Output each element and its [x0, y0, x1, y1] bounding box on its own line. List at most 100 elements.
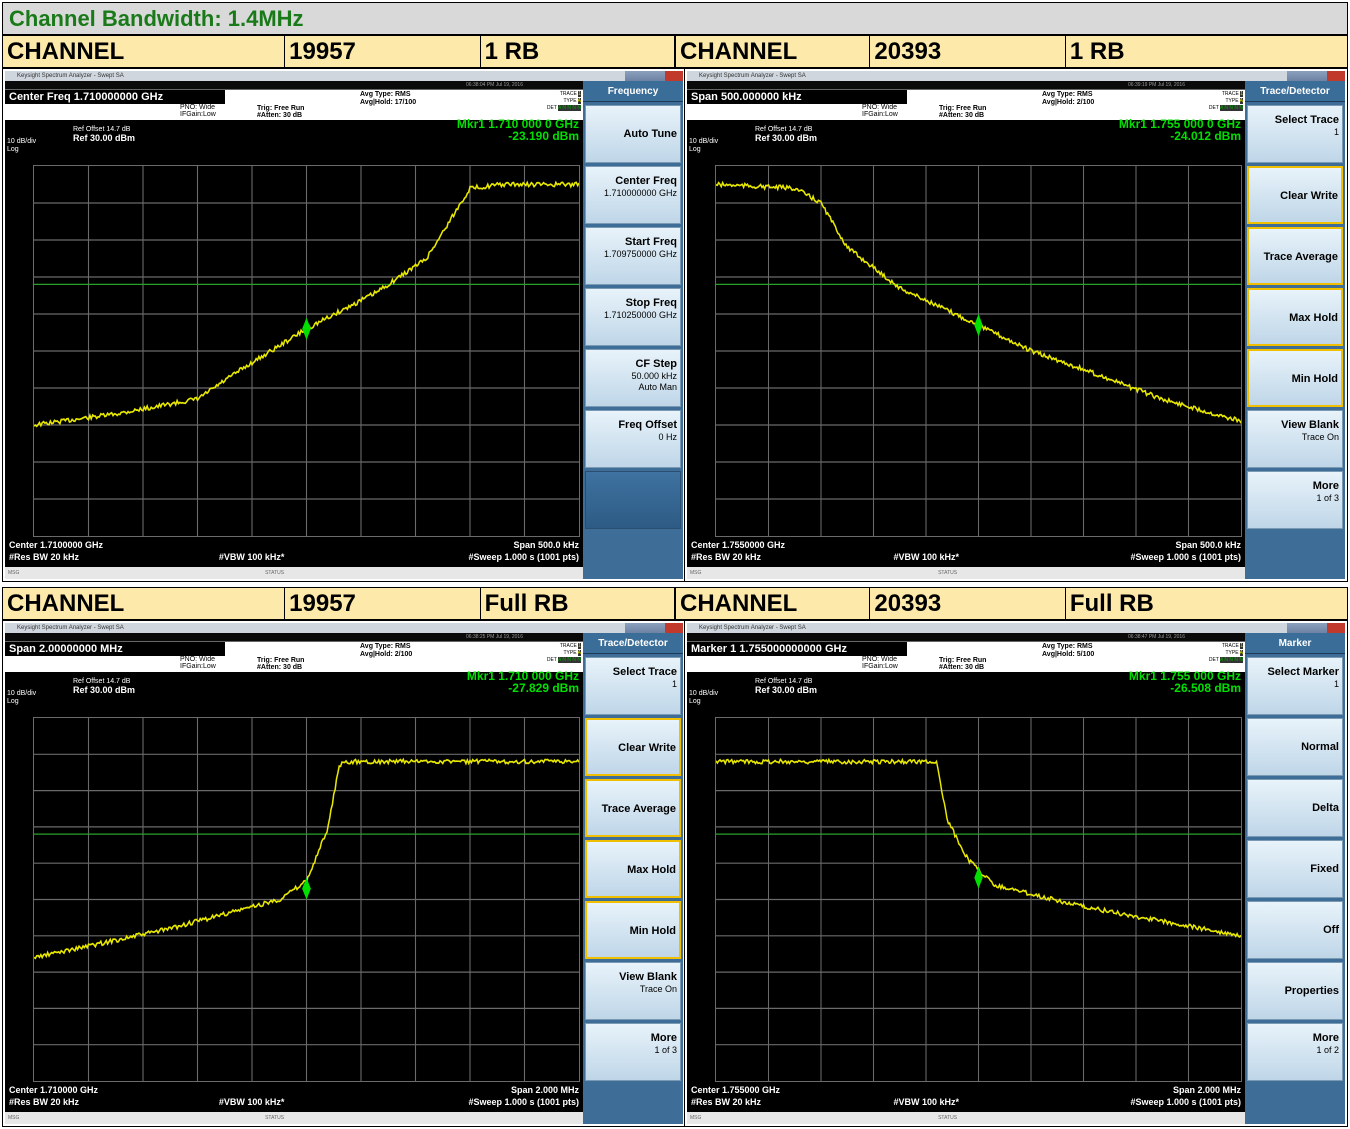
marker-diamond-icon[interactable] [302, 877, 311, 900]
softkey-min-hold[interactable]: Min Hold [1247, 349, 1343, 407]
screen-cell-4: Keysight Spectrum Analyzer - Swept SA 06:… [684, 620, 1348, 1127]
close-icon[interactable] [1327, 71, 1345, 81]
softkey-center-freq[interactable]: Center Freq 1.710000000 GHz [585, 166, 681, 224]
main-parameter[interactable]: Center Freq 1.710000000 GHz [5, 90, 225, 104]
channel-label: CHANNEL [676, 36, 871, 67]
trace-indicator: TRACE 1 TYPE A DET A N N N N [546, 643, 581, 663]
graticule [715, 717, 1242, 1082]
msg-label: MSG [8, 1115, 20, 1121]
softkey-max-hold[interactable]: Max Hold [585, 840, 681, 898]
scale-label: 10 dB/div [689, 138, 719, 145]
softkey-min-hold[interactable]: Min Hold [585, 901, 681, 959]
spectrum-trace-plot [716, 718, 1241, 1081]
softkey-label: Max Hold [1289, 312, 1338, 324]
softkey-view-blank[interactable]: View Blank Trace On [1247, 410, 1343, 468]
pno-label: PNO: Wide [862, 104, 898, 111]
softkey-panel-title: Trace/Detector [1245, 81, 1345, 102]
rb-label: Full RB [484, 590, 569, 617]
span-label: Span 2.000 MHz [1172, 1085, 1241, 1095]
softkey-delta[interactable]: Delta [1247, 779, 1343, 837]
settings-info-box: Span 500.000000 kHz PNO: Wide IFGain:Low Tr… [687, 90, 1245, 120]
trigger-label: Trig: Free Run [257, 105, 305, 112]
softkey-value: 1 [1333, 127, 1339, 137]
close-icon[interactable] [1327, 623, 1345, 633]
window-controls[interactable] [625, 71, 683, 81]
marker-frequency: Mkr1 1.755 000 GHz [1128, 669, 1241, 683]
res-bw-label: #Res BW 20 kHz [9, 552, 80, 562]
softkey-more[interactable]: More 1 of 2 [1247, 1023, 1343, 1081]
span-label: Span 500.0 kHz [513, 540, 579, 550]
softkey-panel: Marker Select Marker 1 Normal Delta Fixed Off P… [1245, 633, 1345, 1124]
softkey-empty [585, 471, 681, 529]
main-parameter[interactable]: Span 500.000000 kHz [687, 90, 907, 104]
softkey-label: Select Trace [612, 666, 677, 678]
softkey-clear-write[interactable]: Clear Write [585, 718, 681, 776]
softkey-trace-average[interactable]: Trace Average [1247, 227, 1343, 285]
main-parameter[interactable]: Marker 1 1.755000000000 GHz [687, 642, 907, 656]
channel-number: 20393 [870, 36, 1066, 67]
window-controls[interactable] [625, 623, 683, 633]
softkey-value: Trace On [639, 984, 677, 994]
ifgain-label: IFGain:Low [862, 663, 898, 670]
softkey-label: Normal [1301, 741, 1339, 753]
center-frequency: Center 1.7550000 GHz [691, 540, 786, 550]
ref-level: Ref 30.00 dBm [73, 133, 136, 143]
softkey-panel: Frequency Auto Tune Center Freq 1.710000000… [583, 81, 683, 579]
rb-label: 1 RB [484, 38, 540, 65]
softkey-clear-write[interactable]: Clear Write [1247, 166, 1343, 224]
softkey-label: Properties [1284, 985, 1339, 997]
scale-type: Log [7, 146, 19, 153]
softkey-cf-step[interactable]: CF Step 50.000 kHz Auto Man [585, 349, 681, 407]
softkey-select-marker[interactable]: Select Marker 1 [1247, 657, 1343, 715]
softkey-view-blank[interactable]: View Blank Trace On [585, 962, 681, 1020]
marker-frequency: Mkr1 1.710 000 GHz [466, 669, 579, 683]
app-title: Keysight Spectrum Analyzer - Swept SA [699, 625, 806, 631]
alignment-status-row: 06:38:47 PM Jul 19, 2016 [687, 633, 1245, 642]
header-row-fullrb-left: CHANNEL 19957 Full RB [2, 587, 675, 620]
app-title-bar: Keysight Spectrum Analyzer - Swept SA [5, 623, 683, 633]
window-controls[interactable] [1287, 71, 1345, 81]
settings-info-box: Span 2.00000000 MHz PNO: Wide IFGain:Low Tr… [5, 642, 583, 672]
close-icon[interactable] [665, 623, 683, 633]
softkey-off[interactable]: Off [1247, 901, 1343, 959]
softkey-select-trace[interactable]: Select Trace 1 [585, 657, 681, 715]
softkey-freq-offset[interactable]: Freq Offset 0 Hz [585, 410, 681, 468]
close-icon[interactable] [665, 71, 683, 81]
softkey-more[interactable]: More 1 of 3 [1247, 471, 1343, 529]
avg-hold-label: Avg|Hold: 2/100 [360, 651, 413, 658]
softkey-properties[interactable]: Properties [1247, 962, 1343, 1020]
app-title-bar: Keysight Spectrum Analyzer - Swept SA [687, 71, 1345, 81]
softkey-stop-freq[interactable]: Stop Freq 1.710250000 GHz [585, 288, 681, 346]
softkey-fixed[interactable]: Fixed [1247, 840, 1343, 898]
marker-diamond-icon[interactable] [974, 866, 983, 889]
softkey-label: Center Freq [615, 175, 677, 187]
softkey-label: Off [1323, 924, 1339, 936]
trigger-label: Trig: Free Run [939, 105, 987, 112]
pno-label: PNO: Wide [180, 104, 216, 111]
softkey-value-mode: Auto Man [638, 382, 677, 392]
channel-number: 19957 [285, 588, 481, 619]
softkey-start-freq[interactable]: Start Freq 1.709750000 GHz [585, 227, 681, 285]
header-row-1rb-right: CHANNEL 20393 1 RB [675, 35, 1348, 68]
softkey-auto-tune[interactable]: Auto Tune [585, 105, 681, 163]
res-bw-label: #Res BW 20 kHz [691, 1097, 762, 1107]
softkey-more[interactable]: More 1 of 3 [585, 1023, 681, 1081]
softkey-select-trace[interactable]: Select Trace 1 [1247, 105, 1343, 163]
window-controls[interactable] [1287, 623, 1345, 633]
softkey-max-hold[interactable]: Max Hold [1247, 288, 1343, 346]
spectrum-analyzer-screen: Keysight Spectrum Analyzer - Swept SA 06:… [5, 71, 683, 579]
screen-cell-1: Keysight Spectrum Analyzer - Swept SA 06:… [2, 68, 686, 582]
marker-diamond-icon[interactable] [974, 314, 983, 337]
marker-diamond-icon[interactable] [302, 317, 311, 340]
softkey-normal[interactable]: Normal [1247, 718, 1343, 776]
softkey-trace-average[interactable]: Trace Average [585, 779, 681, 837]
trigger-label: Trig: Free Run [939, 657, 987, 664]
main-parameter[interactable]: Span 2.00000000 MHz [5, 642, 225, 656]
scale-label: 10 dB/div [689, 690, 719, 697]
pno-label: PNO: Wide [180, 656, 216, 663]
softkey-label: Select Marker [1267, 666, 1339, 678]
scale-type: Log [7, 698, 19, 705]
softkey-label: Fixed [1310, 863, 1339, 875]
plot-area: Ref Offset 14.7 dB Ref 30.00 dBm 10 dB/div… [5, 118, 583, 567]
